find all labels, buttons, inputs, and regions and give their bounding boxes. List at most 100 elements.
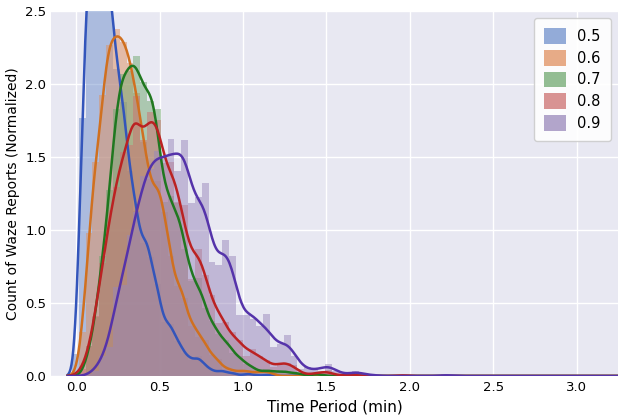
Bar	[134, 93, 140, 376]
Bar	[270, 373, 277, 376]
Bar	[331, 375, 338, 376]
Bar	[140, 176, 147, 376]
Bar	[305, 375, 311, 376]
Bar	[215, 265, 222, 376]
Bar	[161, 163, 168, 376]
Bar	[175, 341, 181, 376]
Bar	[175, 202, 181, 376]
Bar	[181, 298, 188, 376]
Bar	[195, 278, 202, 376]
Bar	[134, 211, 140, 376]
Bar	[195, 197, 202, 376]
Bar	[99, 0, 106, 376]
Bar	[270, 368, 277, 376]
Bar	[256, 326, 263, 376]
Bar	[243, 356, 250, 376]
Bar	[106, 190, 113, 376]
Bar	[229, 371, 236, 376]
Bar	[222, 369, 229, 376]
Bar	[188, 360, 195, 376]
Bar	[113, 187, 120, 376]
Bar	[331, 371, 338, 376]
Bar	[154, 109, 161, 376]
Bar	[85, 233, 92, 376]
Bar	[215, 359, 222, 376]
Bar	[284, 363, 291, 376]
Bar	[318, 371, 324, 376]
Bar	[140, 140, 147, 376]
Bar	[154, 151, 161, 376]
Bar	[127, 171, 134, 376]
Bar	[106, 347, 113, 376]
Bar	[352, 371, 359, 376]
Bar	[92, 162, 99, 376]
Bar	[359, 374, 366, 376]
Bar	[318, 373, 324, 376]
Bar	[263, 373, 270, 376]
Bar	[277, 373, 284, 376]
Bar	[140, 243, 147, 376]
Bar	[263, 314, 270, 376]
Bar	[147, 257, 154, 376]
Bar	[188, 203, 195, 376]
Bar	[154, 121, 161, 376]
Bar	[175, 203, 181, 376]
Bar	[291, 374, 298, 376]
Bar	[243, 315, 250, 376]
Bar	[92, 0, 99, 376]
Bar	[352, 375, 359, 376]
Bar	[120, 285, 127, 376]
Bar	[79, 375, 85, 376]
Bar	[202, 275, 208, 376]
Bar	[291, 365, 298, 376]
Bar	[236, 375, 243, 376]
Bar	[175, 286, 181, 376]
Bar	[318, 374, 324, 376]
Bar	[215, 373, 222, 376]
Bar	[181, 249, 188, 376]
Bar	[127, 235, 134, 376]
Bar	[256, 375, 263, 376]
Bar	[134, 212, 140, 376]
Bar	[127, 63, 134, 376]
Bar	[79, 118, 85, 376]
Bar	[305, 375, 311, 376]
Bar	[92, 316, 99, 376]
Bar	[175, 171, 181, 376]
Bar	[298, 369, 305, 376]
Bar	[229, 373, 236, 376]
Bar	[291, 357, 298, 376]
Bar	[147, 179, 154, 376]
Bar	[222, 240, 229, 376]
Bar	[99, 256, 106, 376]
Bar	[113, 109, 120, 376]
Bar	[270, 347, 277, 376]
Bar	[202, 183, 208, 376]
Bar	[324, 364, 331, 376]
Bar	[243, 373, 250, 376]
Bar	[222, 371, 229, 376]
Bar	[202, 365, 208, 376]
Bar	[236, 356, 243, 376]
Bar	[113, 287, 120, 376]
Bar	[79, 332, 85, 376]
Bar	[92, 371, 99, 376]
Bar	[161, 322, 168, 376]
Bar	[161, 156, 168, 376]
Bar	[352, 375, 359, 376]
Bar	[250, 319, 256, 376]
Bar	[256, 356, 263, 376]
Bar	[366, 374, 373, 376]
Bar	[72, 354, 79, 376]
Bar	[195, 249, 202, 376]
Bar	[181, 205, 188, 376]
Bar	[270, 371, 277, 376]
Bar	[222, 340, 229, 376]
Bar	[147, 169, 154, 376]
Bar	[250, 349, 256, 376]
Bar	[120, 102, 127, 376]
Bar	[106, 210, 113, 376]
Bar	[181, 140, 188, 376]
Bar	[161, 202, 168, 376]
Bar	[291, 375, 298, 376]
